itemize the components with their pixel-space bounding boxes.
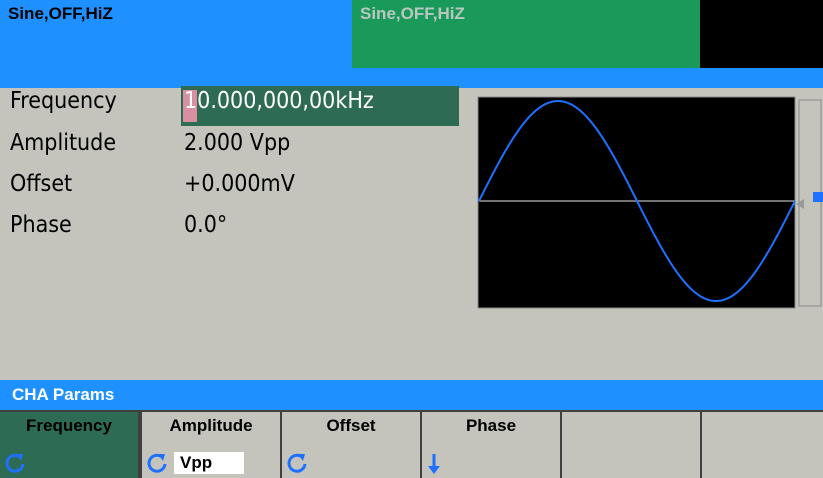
param-value: +0.000mV bbox=[184, 171, 295, 197]
menu-title: CHA Params bbox=[12, 385, 115, 404]
knob-icon bbox=[5, 453, 25, 473]
param-value: 0.0° bbox=[184, 212, 228, 238]
status-blank bbox=[700, 0, 823, 68]
selected-field bbox=[181, 86, 459, 126]
digit-cursor bbox=[183, 90, 197, 122]
softkey[interactable]: Offset bbox=[282, 412, 420, 478]
softkey[interactable]: Frequency bbox=[0, 412, 138, 478]
channel-b-panel bbox=[352, 0, 700, 68]
param-label: Amplitude bbox=[10, 130, 117, 156]
channel-b-status: Sine,OFF,HiZ bbox=[360, 4, 465, 23]
channel-a-status: Sine,OFF,HiZ bbox=[8, 4, 113, 23]
softkey bbox=[562, 412, 700, 478]
knob-icon bbox=[147, 453, 167, 473]
softkey-label: Offset bbox=[326, 416, 376, 435]
softkey bbox=[702, 412, 823, 478]
knob-icon bbox=[287, 453, 307, 473]
softkey-label: Phase bbox=[465, 416, 517, 435]
menu-bar bbox=[0, 380, 823, 410]
offset-marker bbox=[796, 199, 804, 209]
waveform-display bbox=[477, 96, 823, 309]
softkey[interactable]: Amplitude Vpp bbox=[142, 412, 280, 478]
arrow-icon bbox=[428, 454, 440, 474]
param-value: 10.000,000,00kHz bbox=[184, 88, 374, 114]
param-label: Frequency bbox=[10, 88, 117, 114]
scroll-thumb bbox=[813, 192, 823, 202]
param-value: 2.000 Vpp bbox=[184, 130, 291, 156]
unit-box: Vpp bbox=[174, 452, 244, 474]
waveform-frame bbox=[477, 96, 796, 309]
sine-wave bbox=[478, 100, 796, 302]
param-label: Offset bbox=[10, 171, 73, 197]
param-label: Phase bbox=[10, 212, 72, 238]
softkey-label: Amplitude bbox=[169, 416, 253, 435]
softkey-label: Frequency bbox=[26, 416, 112, 435]
softkey[interactable]: Phase bbox=[422, 412, 560, 478]
